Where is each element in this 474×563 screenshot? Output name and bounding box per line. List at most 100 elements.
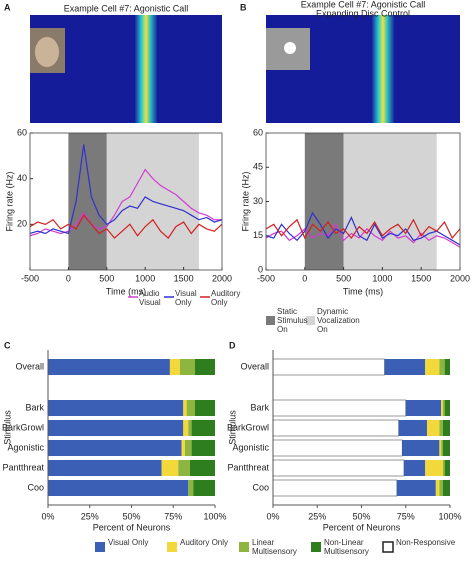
y-tick-label: Coo (27, 482, 44, 492)
data-line (29, 168, 222, 237)
y-tick-label: Overall (15, 361, 44, 371)
bar-segment (191, 440, 215, 456)
x-axis-label: Percent of Neurons (93, 522, 171, 532)
y-tick-label: Pantthreat (227, 462, 269, 472)
y-tick-label: 60 (17, 127, 27, 137)
legend-label: Dynamic Vocalization On (317, 307, 360, 334)
legend-label: Audio Visual (139, 289, 161, 307)
bar-segment (272, 399, 407, 417)
bar-segment (184, 440, 192, 456)
bar-segment (183, 400, 187, 416)
x-tick-label: 100% (203, 511, 226, 521)
bar-segment (194, 400, 215, 416)
x-tick-label: 0 (66, 273, 71, 283)
bar-segment (272, 459, 405, 477)
legend-label: Auditory Only (180, 538, 229, 547)
bar-segment (425, 460, 443, 476)
y-tick-label: 60 (253, 127, 263, 137)
bar-segment (178, 460, 190, 476)
bar-segment (441, 440, 443, 456)
x-tick-label: 25% (308, 511, 326, 521)
x-tick-label: 75% (397, 511, 415, 521)
x-axis-label: Time (ms) (343, 286, 383, 296)
x-tick-label: 1000 (135, 273, 155, 283)
y-axis-label: Firing rate (Hz) (4, 171, 14, 231)
legend-label: Linear Multisensory (252, 538, 297, 556)
x-tick-label: 50% (122, 511, 140, 521)
y-tick-label: 45 (253, 162, 263, 172)
bar-segment (405, 400, 442, 416)
bar-segment (191, 420, 215, 436)
x-tick-label: 0 (302, 273, 307, 283)
legend-swatch (239, 542, 249, 552)
bar-segment (444, 359, 450, 375)
y-tick-label: Bark (250, 402, 269, 412)
shaded-region (68, 133, 107, 270)
bar-segment (439, 420, 443, 436)
bar-segment (442, 400, 445, 416)
legend-label: Auditory Only (211, 289, 241, 307)
x-tick-label: 100% (438, 511, 461, 521)
shaded-region (343, 133, 437, 270)
y-tick-label: Overall (240, 361, 269, 371)
bar-segment (439, 480, 443, 496)
panel-label: B (240, 2, 247, 12)
bar-segment (439, 440, 442, 456)
bar-segment (189, 460, 215, 476)
y-tick-label: 20 (17, 219, 27, 229)
legend-swatch (311, 542, 321, 552)
x-tick-label: 500 (99, 273, 114, 283)
x-tick-label: 1500 (174, 273, 194, 283)
x-tick-label: 0% (266, 511, 279, 521)
legend-label: Visual Only (175, 289, 197, 307)
plot-frame (29, 132, 223, 271)
y-tick-label: 15 (253, 230, 263, 240)
y-tick-label: 40 (17, 173, 27, 183)
data-line (29, 214, 223, 239)
shaded-region (304, 133, 344, 270)
bar-segment (183, 420, 189, 436)
y-axis-label: Stimulus (2, 410, 12, 445)
bar-segment (435, 480, 440, 496)
bar-segment (439, 359, 445, 375)
bar-segment (48, 400, 184, 416)
bar-segment (403, 460, 426, 476)
bar-segment (272, 419, 399, 437)
bar-segment (272, 479, 398, 497)
bar-segment (272, 358, 385, 376)
bar-segment (188, 420, 192, 436)
data-line (29, 144, 223, 235)
bar-segment (186, 400, 195, 416)
y-tick-label: Pantthreat (2, 462, 44, 472)
bar-segment (425, 359, 440, 375)
bar-segment (442, 460, 445, 476)
plot-frame (265, 132, 461, 271)
legend-label: Static Stimulus On (277, 307, 308, 334)
bar-segment (442, 420, 450, 436)
y-tick-label: 30 (253, 196, 263, 206)
panel-title: Example Cell #7: Agonistic Call (64, 3, 189, 13)
bar-segment (161, 460, 179, 476)
bar-segment (398, 420, 427, 436)
data-line (265, 223, 461, 248)
y-tick-label: 0 (258, 264, 263, 274)
y-axis-label: Stimulus (227, 410, 237, 445)
bar-segment (444, 400, 450, 416)
y-tick-label: Bark (25, 402, 44, 412)
legend-swatch (266, 316, 275, 325)
spectrogram-band (135, 15, 157, 123)
bar-segment (444, 460, 450, 476)
bar-segment (194, 359, 215, 375)
bar-segment (442, 440, 450, 456)
y-tick-label: Agonistic (232, 442, 269, 452)
x-tick-label: 0% (41, 511, 54, 521)
data-line (265, 218, 461, 240)
x-tick-label: 25% (81, 511, 99, 521)
spectrogram-band (372, 15, 394, 123)
y-tick-label: BarkGrowl (227, 422, 269, 432)
legend-swatch (167, 542, 177, 552)
legend-label: Non-Linear Multisensory (324, 538, 369, 556)
bar-segment (441, 400, 443, 416)
